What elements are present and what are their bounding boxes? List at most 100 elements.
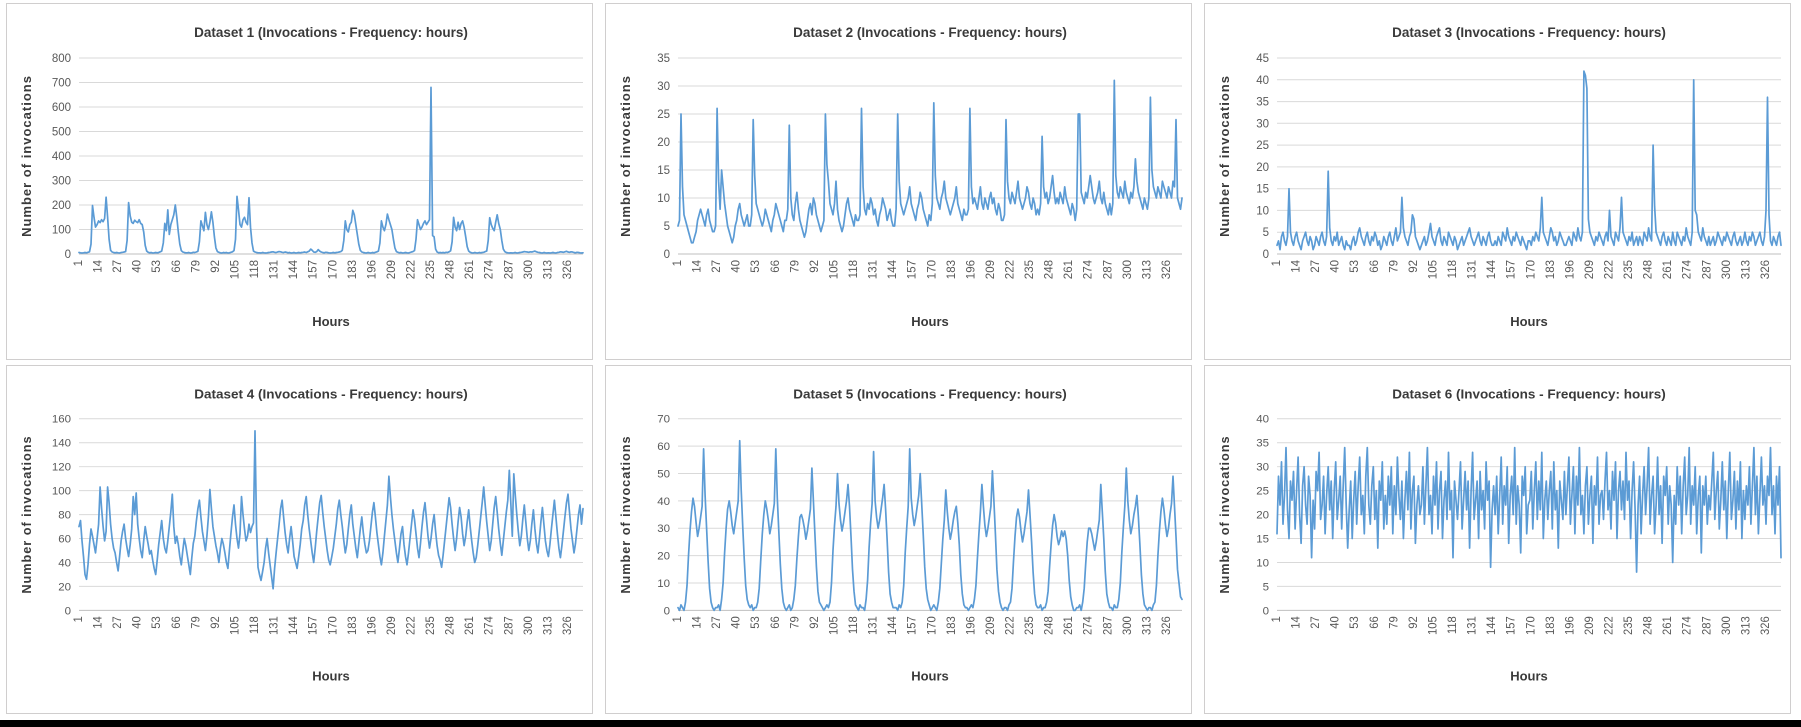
chart-panel-dataset-2[interactable]: Dataset 2 (Invocations - Frequency: hour… [605,3,1192,360]
chart-canvas-dataset-1: Dataset 1 (Invocations - Frequency: hour… [19,25,584,329]
x-tick-label: 222 [405,616,417,635]
x-tick-label: 313 [1740,260,1752,279]
x-tick-label: 157 [308,260,320,279]
x-tick-label: 105 [829,260,841,279]
chart-panel-dataset-6[interactable]: Dataset 6 (Invocations - Frequency: hour… [1204,365,1791,714]
y-tick-label: 50 [657,469,670,481]
y-tick-label: 20 [1256,510,1269,522]
charts-grid: Dataset 1 (Invocations - Frequency: hour… [6,3,1791,714]
x-tick-label: 326 [562,616,574,635]
chart-panel-dataset-1[interactable]: Dataset 1 (Invocations - Frequency: hour… [6,3,593,360]
plot-area: 0 5 10 15 20 25 30 35 40 45 1 14 27 40 53 66 79 92 105 118 1… [1256,53,1782,279]
y-tick-label: 15 [1256,184,1269,196]
x-tick-label: 326 [1760,260,1772,279]
x-tick-label: 118 [848,616,860,634]
y-axis-title: Number of invocations [19,75,34,237]
chart-canvas-dataset-2: Dataset 2 (Invocations - Frequency: hour… [618,25,1183,329]
chart-panel-dataset-4[interactable]: Dataset 4 (Invocations - Frequency: hour… [6,365,593,714]
x-tick-label: 222 [1604,260,1616,279]
x-tick-label: 326 [1161,616,1173,635]
series-line [1276,446,1782,573]
x-tick-label: 105 [828,616,840,635]
chart-panel-dataset-5[interactable]: Dataset 5 (Invocations - Frequency: hour… [605,365,1192,714]
y-tick-label: 700 [52,78,71,90]
x-tick-label: 274 [1083,616,1095,635]
series-line [78,86,584,254]
x-tick-label: 40 [132,616,144,628]
x-tick-label: 287 [503,260,515,279]
x-tick-label: 183 [946,260,958,279]
x-tick-label: 287 [1701,616,1713,635]
x-tick-label: 170 [926,260,938,279]
y-tick-label: 15 [1256,534,1269,546]
x-tick-label: 209 [386,616,398,635]
y-tick-label: 140 [52,438,71,450]
x-tick-label: 92 [1408,260,1420,273]
y-tick-label: 5 [1263,227,1269,239]
x-tick-label: 170 [1525,260,1537,279]
x-tick-label: 92 [809,260,821,273]
x-tick-label: 27 [711,260,723,273]
y-tick-label: 40 [58,557,71,569]
y-tick-label: 25 [1256,140,1269,152]
y-tick-label: 300 [52,176,71,188]
x-tick-label: 235 [1024,616,1036,635]
x-tick-label: 131 [1467,616,1479,635]
x-tick-label: 1 [1271,260,1283,266]
x-tick-label: 209 [1584,260,1596,279]
x-tick-label: 144 [887,616,899,635]
y-tick-label: 35 [1256,438,1269,450]
y-tick-label: 160 [52,414,71,426]
x-axis-title: Hours [312,669,350,684]
chart-title: Dataset 1 (Invocations - Frequency: hour… [194,25,468,40]
x-tick-label: 14 [1291,616,1303,628]
x-tick-label: 326 [1760,616,1772,635]
x-tick-label: 235 [425,616,437,635]
x-tick-label: 144 [1486,259,1498,279]
x-tick-label: 66 [171,616,183,628]
x-tick-label: 222 [1603,616,1615,635]
x-tick-label: 53 [151,260,163,273]
y-tick-label: 40 [1256,75,1269,87]
y-tick-label: 45 [1256,53,1269,65]
y-tick-label: 5 [664,221,670,233]
y-tick-label: 120 [52,462,71,474]
x-tick-label: 157 [907,616,919,635]
y-tick-label: 80 [58,510,71,522]
x-tick-label: 261 [1662,616,1674,635]
y-axis-title: Number of invocations [19,436,34,594]
x-tick-label: 40 [132,260,144,273]
x-tick-label: 300 [523,260,535,279]
x-tick-label: 92 [809,616,821,628]
plot-area: 0 10 20 30 40 50 60 70 1 14 27 40 53 66 79 92 105 118 131 1… [657,414,1183,635]
x-tick-label: 105 [1428,260,1440,279]
x-tick-label: 66 [770,260,782,273]
x-tick-label: 118 [1447,260,1459,278]
y-tick-label: 0 [1263,605,1269,617]
x-tick-label: 248 [1044,260,1056,279]
x-tick-label: 261 [464,260,476,279]
x-tick-label: 53 [151,616,163,628]
x-tick-label: 79 [789,260,801,273]
chart-title: Dataset 2 (Invocations - Frequency: hour… [793,25,1067,40]
y-tick-label: 15 [657,165,670,177]
x-tick-label: 53 [1349,616,1361,628]
x-tick-label: 300 [1122,260,1134,279]
x-axis-title: Hours [1510,314,1548,329]
y-tick-label: 30 [657,81,670,93]
x-tick-label: 300 [1721,260,1733,279]
x-tick-label: 79 [1388,616,1400,628]
x-tick-label: 27 [112,616,124,628]
x-tick-label: 92 [1408,616,1420,628]
x-tick-label: 27 [711,616,723,628]
x-tick-label: 235 [425,260,437,279]
y-tick-label: 60 [58,534,71,546]
x-tick-label: 261 [1063,260,1075,279]
x-tick-label: 118 [249,260,261,278]
x-tick-label: 287 [1701,260,1713,279]
x-tick-label: 196 [1564,616,1576,635]
x-tick-label: 248 [1044,616,1056,635]
x-tick-label: 196 [965,616,977,635]
x-tick-label: 183 [1545,260,1557,279]
chart-panel-dataset-3[interactable]: Dataset 3 (Invocations - Frequency: hour… [1204,3,1791,360]
